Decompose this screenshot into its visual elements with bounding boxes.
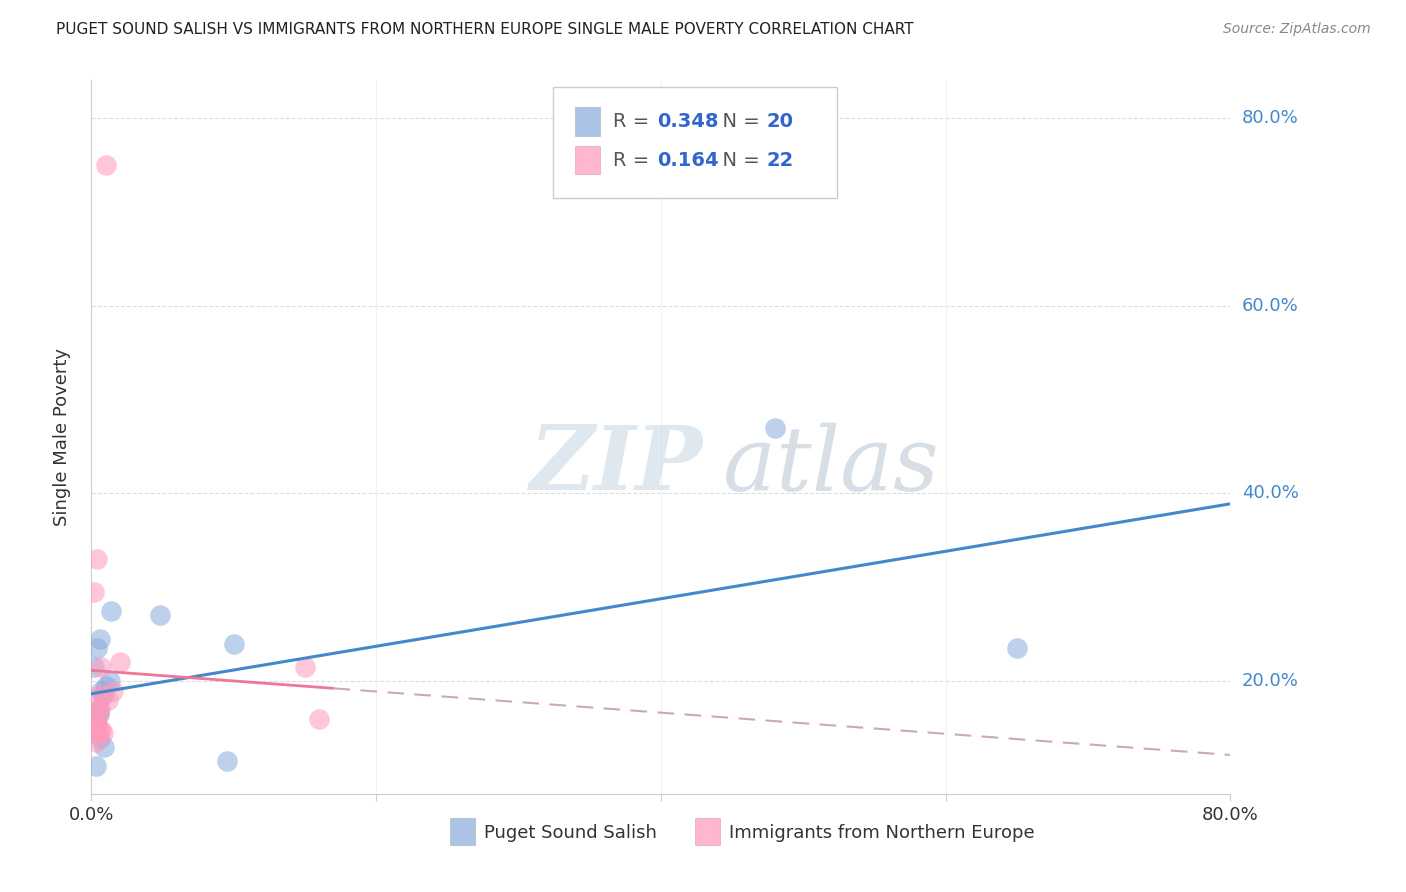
Text: Source: ZipAtlas.com: Source: ZipAtlas.com	[1223, 22, 1371, 37]
Text: PUGET SOUND SALISH VS IMMIGRANTS FROM NORTHERN EUROPE SINGLE MALE POVERTY CORREL: PUGET SOUND SALISH VS IMMIGRANTS FROM NO…	[56, 22, 914, 37]
Point	[108, 656, 131, 670]
Point	[86, 723, 108, 737]
Text: 20: 20	[766, 112, 794, 131]
Text: N =: N =	[710, 151, 766, 169]
Point	[90, 660, 112, 674]
Bar	[450, 818, 475, 846]
Point	[89, 688, 111, 702]
Point	[100, 604, 122, 618]
Y-axis label: Single Male Poverty: Single Male Poverty	[52, 348, 70, 526]
Point	[97, 693, 120, 707]
Point	[93, 739, 115, 754]
Point	[89, 632, 111, 646]
Point	[294, 660, 316, 674]
Point	[87, 707, 110, 722]
Point	[94, 158, 117, 172]
Point	[84, 758, 107, 772]
Point	[91, 726, 114, 740]
Point	[763, 420, 786, 434]
Point	[86, 641, 108, 656]
Point	[101, 683, 124, 698]
Point	[94, 679, 117, 693]
Point	[84, 716, 107, 731]
Text: 40.0%: 40.0%	[1241, 484, 1299, 502]
Point	[89, 731, 111, 745]
Point	[84, 735, 107, 749]
Point	[86, 707, 108, 722]
Point	[84, 716, 107, 731]
Text: Immigrants from Northern Europe: Immigrants from Northern Europe	[730, 824, 1035, 842]
Text: R =: R =	[613, 112, 655, 131]
Point	[90, 683, 112, 698]
Text: R =: R =	[613, 151, 655, 169]
Bar	[575, 146, 600, 175]
Text: Puget Sound Salish: Puget Sound Salish	[484, 824, 657, 842]
Text: 20.0%: 20.0%	[1241, 673, 1299, 690]
Point	[149, 608, 172, 623]
Bar	[695, 818, 720, 846]
Point	[98, 674, 121, 689]
Point	[215, 754, 238, 768]
Point	[86, 552, 108, 566]
Text: 60.0%: 60.0%	[1241, 297, 1298, 315]
Point	[1005, 641, 1028, 656]
Text: 80.0%: 80.0%	[1241, 109, 1298, 127]
Bar	[575, 107, 600, 136]
Text: 0.348: 0.348	[658, 112, 718, 131]
Point	[222, 637, 245, 651]
Point	[84, 723, 107, 737]
Point	[87, 702, 110, 716]
Point	[89, 702, 111, 716]
Point	[91, 688, 114, 702]
Point	[91, 688, 114, 702]
Point	[87, 721, 110, 735]
Text: 22: 22	[766, 151, 794, 169]
FancyBboxPatch shape	[553, 87, 838, 198]
Text: 0.164: 0.164	[658, 151, 718, 169]
Point	[308, 712, 330, 726]
Text: ZIP: ZIP	[530, 423, 703, 508]
Point	[84, 726, 107, 740]
Text: N =: N =	[710, 112, 766, 131]
Point	[90, 723, 112, 737]
Point	[86, 702, 108, 716]
Point	[83, 660, 105, 674]
Point	[83, 585, 105, 599]
Text: atlas: atlas	[724, 422, 939, 509]
Point	[87, 707, 110, 722]
